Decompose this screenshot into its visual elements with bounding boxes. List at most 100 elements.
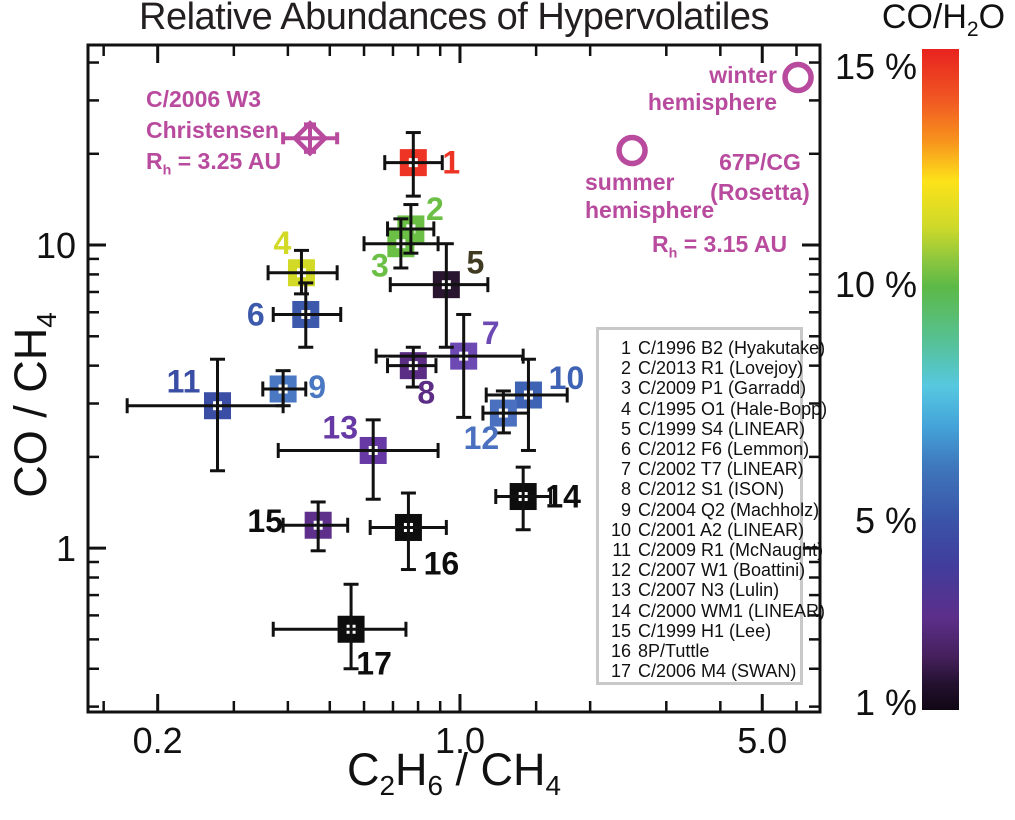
legend-item-11: 11 C/2009 R1 (McNaught)	[607, 540, 823, 561]
legend-item-number: 4	[620, 398, 631, 419]
x-tick-label: 5.0	[737, 720, 787, 761]
legend-item-14: 14 C/2000 WM1 (LINEAR)	[607, 600, 825, 621]
legend-item-number: 15	[610, 620, 631, 641]
legend-item-3: 3 C/2009 P1 (Garradd)	[607, 378, 806, 399]
plot-frame	[86, 43, 822, 714]
legend-item-name: C/2009 R1 (McNaught)	[638, 540, 824, 561]
annotation-winter-line2: hemisphere	[647, 89, 777, 115]
legend-item-name: C/2009 P1 (Garradd)	[638, 378, 807, 399]
legend-item-number: 10	[610, 519, 631, 540]
legend-item-name: C/1995 O1 (Hale-Bopp)	[638, 398, 828, 419]
legend-item-8: 8 C/2012 S1 (ISON)	[607, 479, 796, 499]
legend-item-name: C/2001 A2 (LINEAR)	[638, 519, 805, 540]
point-label-6: 6	[247, 296, 265, 332]
legend-item-name: C/1996 B2 (Hyakutake)	[638, 338, 826, 358]
annotation-winter-hemisphere: winter hemisphere	[597, 62, 777, 116]
legend-item-name: C/1999 S4 (LINEAR)	[638, 418, 806, 439]
point-label-17: 17	[356, 645, 392, 681]
colorbar-label-10: 10 %	[834, 264, 917, 306]
annotation-67p-rh: Rh = 3.15 AU	[652, 231, 788, 262]
y-tick-label: 10	[36, 225, 76, 266]
legend-item-number: 5	[620, 418, 631, 439]
legend-item-name: C/2012 S1 (ISON)	[638, 479, 785, 500]
y-tick-label: 1	[56, 528, 76, 569]
rosetta-winter-circle-marker	[782, 61, 814, 94]
annotation-67p-line1: 67P/CG	[719, 149, 801, 175]
legend-item-16: 16 8P/Tuttle	[607, 641, 796, 661]
point-label-4: 4	[274, 225, 292, 261]
legend-item-15: 15 C/1999 H1 (Lee)	[607, 621, 796, 641]
colorbar-gradient	[922, 49, 959, 710]
legend-item-number: 2	[620, 358, 631, 379]
legend-item-number: 11	[612, 540, 631, 561]
legend-item-1: 1 C/1996 B2 (Hyakutake)	[607, 338, 825, 358]
legend-item-number: 1	[620, 338, 631, 358]
legend-item-number: 6	[620, 439, 631, 460]
legend-item-name: C/2000 WM1 (LINEAR)	[638, 600, 826, 621]
legend-item-name: C/2006 M4 (SWAN)	[638, 661, 797, 682]
legend-item-4: 4 C/1995 O1 (Hale-Bopp)	[607, 398, 827, 419]
legend-item-name: C/2007 W1 (Boattini)	[638, 560, 806, 581]
x-tick-label: 0.2	[133, 720, 183, 761]
point-label-15: 15	[247, 503, 283, 539]
legend-item-7: 7 C/2002 T7 (LINEAR)	[607, 459, 804, 480]
legend-item-13: 13 C/2007 N3 (Lulin)	[607, 580, 796, 600]
point-label-16: 16	[424, 545, 460, 581]
point-label-7: 7	[482, 315, 500, 351]
legend-item-number: 13	[610, 580, 631, 601]
comet-legend-box: 1 C/1996 B2 (Hyakutake) 2 C/2013 R1 (Lovejo…	[596, 327, 827, 685]
colorbar-label-15: 15 %	[834, 46, 917, 87]
rosetta-summer-circle-marker	[616, 134, 648, 167]
annotation-67p: 67P/CG (Rosetta)	[686, 147, 834, 207]
annotation-67p-line2: (Rosetta)	[710, 179, 810, 205]
annotation-winter-line1: winter	[709, 62, 777, 88]
legend-item-10: 10 C/2001 A2 (LINEAR)	[607, 519, 804, 540]
colorbar-title: CO/H2O	[881, 0, 1006, 41]
x-axis-label: C2H6 / CH4	[346, 744, 562, 801]
annotation-christensen-line1: C/2006 W3	[146, 86, 262, 112]
colorbar-label-1: 1 %	[854, 682, 917, 723]
legend-item-number: 17	[610, 661, 631, 682]
legend-item-name: C/2004 Q2 (Machholz)	[638, 499, 820, 520]
legend-item-name: C/2012 F6 (Lemmon)	[638, 439, 810, 460]
colorbar-label-5: 5 %	[854, 500, 917, 542]
annotation-christensen-rh: Rh = 3.25 AU	[146, 148, 282, 179]
point-label-9: 9	[308, 369, 326, 405]
annotation-summer-line1: summer	[585, 169, 675, 195]
legend-item-2: 2 C/2013 R1 (Lovejoy)	[607, 358, 803, 379]
annotation-summer-hemisphere: summer hemisphere	[585, 168, 714, 224]
legend-item-number: 7	[620, 459, 631, 480]
annotation-summer-line2: hemisphere	[585, 197, 715, 223]
point-label-8: 8	[417, 375, 435, 411]
legend-item-6: 6 C/2012 F6 (Lemmon)	[607, 439, 809, 460]
legend-item-name: C/2007 N3 (Lulin)	[638, 580, 780, 601]
legend-item-9: 9 C/2004 Q2 (Machholz)	[607, 499, 819, 520]
chart-title: Relative Abundances of Hypervolatiles	[139, 0, 770, 38]
legend-item-number: 12	[610, 560, 631, 581]
legend-item-number: 8	[620, 479, 631, 500]
point-label-5: 5	[466, 245, 484, 281]
point-label-10: 10	[549, 360, 585, 396]
legend-item-number: 9	[620, 499, 631, 520]
point-label-13: 13	[322, 409, 358, 445]
legend-item-number: 14	[610, 600, 631, 621]
point-label-2: 2	[426, 191, 444, 227]
point-label-14: 14	[545, 479, 581, 515]
legend-item-number: 16	[610, 641, 631, 662]
point-label-12: 12	[464, 420, 500, 456]
y-axis-label: CO / CH4	[5, 312, 62, 498]
legend-item-name: C/2002 T7 (LINEAR)	[638, 459, 804, 480]
point-label-3: 3	[371, 248, 389, 284]
annotation-christensen-line2: Christensen	[146, 117, 279, 143]
x-tick-label: 1.0	[435, 720, 485, 761]
point-label-1: 1	[442, 145, 460, 181]
point-label-11: 11	[167, 364, 201, 400]
legend-item-name: C/1999 H1 (Lee)	[638, 620, 772, 641]
legend-item-12: 12 C/2007 W1 (Boattini)	[607, 560, 805, 581]
legend-item-name: 8P/Tuttle	[638, 641, 710, 662]
legend-item-number: 3	[620, 378, 631, 399]
legend-item-name: C/2013 R1 (Lovejoy)	[638, 358, 804, 379]
legend-item-17: 17 C/2006 M4 (SWAN)	[607, 661, 796, 681]
